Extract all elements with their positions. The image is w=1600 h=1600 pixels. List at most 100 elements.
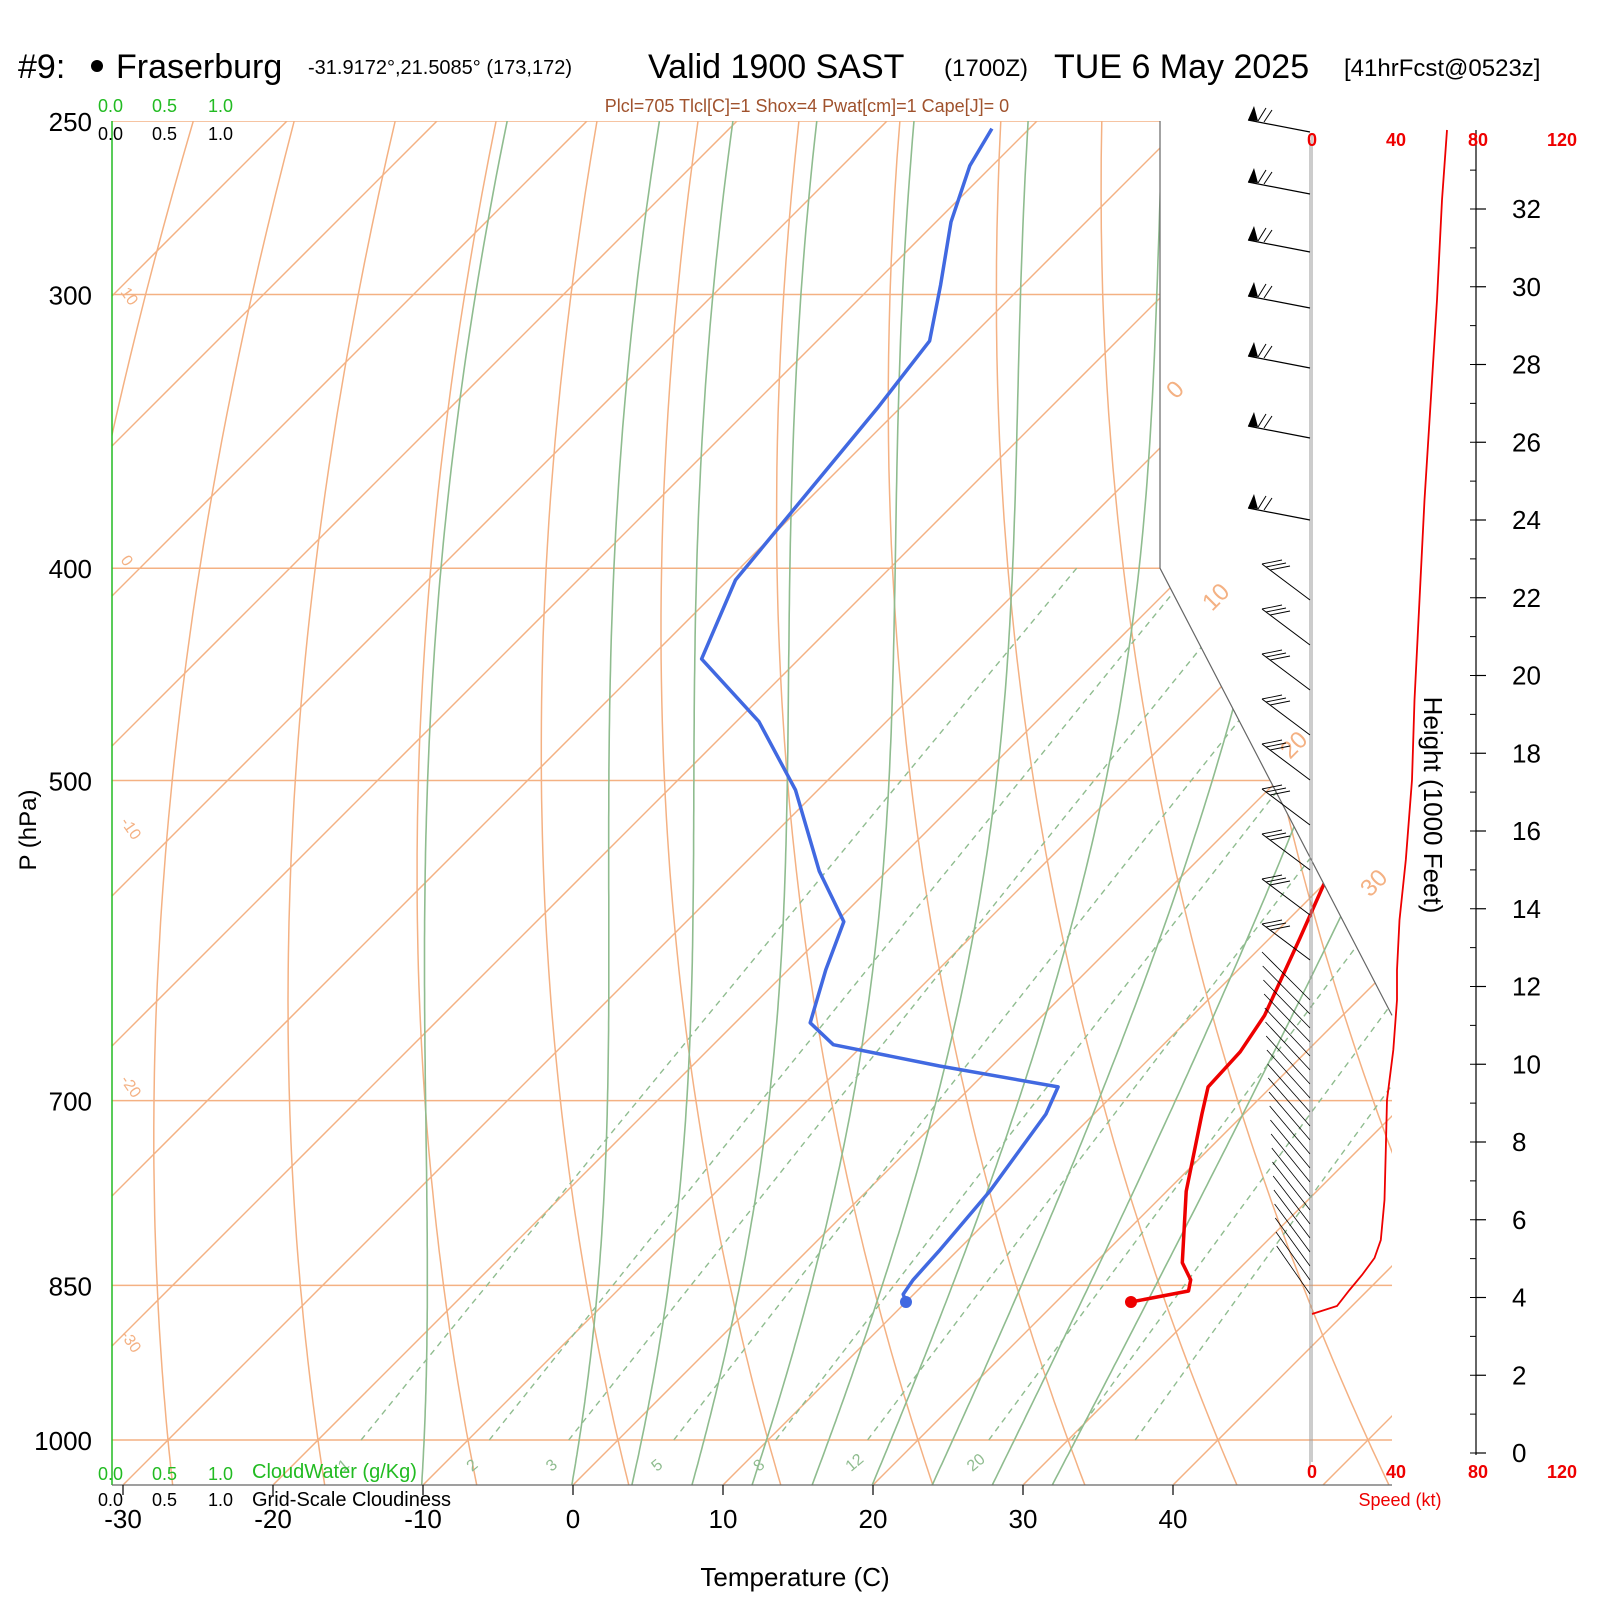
wind-barb bbox=[1261, 698, 1311, 736]
wind-feather bbox=[1265, 562, 1287, 568]
moist-adiabat-line bbox=[570, 121, 661, 1485]
pressure-tick-label: 250 bbox=[49, 107, 92, 137]
axis-ticks: -30 -20 -10 0 10 20 30 402503004005007008501000… bbox=[34, 107, 1541, 1534]
wind-feather bbox=[1261, 874, 1283, 880]
speed-tick-bottom-0: 0 bbox=[1307, 1462, 1317, 1482]
forecast-date: TUE 6 May 2025 bbox=[1054, 48, 1309, 86]
surface-dewpoint-marker bbox=[899, 1296, 912, 1309]
wind-feather bbox=[1261, 784, 1283, 790]
wind-feather bbox=[1261, 829, 1283, 835]
mixing-ratio-line bbox=[1071, 567, 1392, 1441]
isotherm-line bbox=[1022, 121, 1392, 1485]
isotherm-line bbox=[112, 121, 438, 1485]
wind-feather bbox=[1269, 565, 1291, 571]
stability-indices: Plcl=705 Tlcl[C]=1 Shox=4 Pwat[cm]=1 Cap… bbox=[605, 96, 1009, 116]
wind-barb bbox=[1261, 608, 1311, 646]
dewpoint-profile bbox=[699, 127, 1060, 1303]
height-tick-label: 14 bbox=[1512, 894, 1541, 924]
wind-barb bbox=[1261, 951, 1311, 1001]
wind-barb bbox=[1276, 1245, 1311, 1295]
wind-barb bbox=[1263, 979, 1311, 1029]
height-tick-label: 0 bbox=[1512, 1438, 1526, 1468]
wind-barb bbox=[1263, 993, 1311, 1043]
isotherm-line bbox=[112, 121, 1188, 1485]
speed-tick-top-120: 120 bbox=[1547, 130, 1577, 150]
wind-pennant-icon bbox=[1248, 494, 1258, 509]
station-marker-icon bbox=[91, 60, 103, 72]
height-tick-label: 8 bbox=[1512, 1127, 1526, 1157]
wind-pennant-icon bbox=[1248, 106, 1258, 121]
isotherm-label: -20 bbox=[117, 1073, 144, 1102]
height-tick-label: 18 bbox=[1512, 738, 1541, 768]
moist-adiabat-line bbox=[1050, 121, 1392, 1485]
wind-feather bbox=[1265, 787, 1287, 793]
mixing-ratio-line bbox=[775, 567, 1392, 1441]
wind-barb bbox=[1265, 1035, 1311, 1085]
pressure-tick-label: 850 bbox=[49, 1271, 92, 1301]
dry-adiabat-line bbox=[540, 121, 630, 1485]
wind-feather bbox=[1257, 107, 1267, 122]
height-tick-label: 2 bbox=[1512, 1360, 1526, 1390]
wind-feather bbox=[1269, 655, 1291, 661]
speed-tick-bottom-80: 80 bbox=[1468, 1462, 1488, 1482]
isotherm-line bbox=[112, 121, 288, 1485]
height-tick-label: 10 bbox=[1512, 1049, 1541, 1079]
moist-adiabat-line bbox=[990, 121, 1392, 1485]
mixing-ratio-line bbox=[568, 567, 1266, 1441]
height-tick-label: 26 bbox=[1512, 427, 1541, 457]
wind-barb bbox=[1268, 1091, 1311, 1141]
wind-feather bbox=[1269, 610, 1291, 616]
wind-pennant-icon bbox=[1248, 342, 1258, 357]
wind-feather bbox=[1261, 739, 1283, 745]
wind-feather bbox=[1269, 835, 1291, 841]
wind-feather bbox=[1257, 343, 1267, 358]
wind-feather bbox=[1261, 919, 1283, 925]
wind-feather bbox=[1263, 415, 1273, 429]
isotherm-line bbox=[112, 121, 1338, 1485]
speed-axis-label: Speed (kt) bbox=[1358, 1490, 1441, 1510]
mixing-ratio-line bbox=[988, 567, 1392, 1441]
wind-speed-line bbox=[1311, 129, 1448, 1315]
speed-tick-top-80: 80 bbox=[1468, 130, 1488, 150]
wind-barb bbox=[1269, 1105, 1311, 1155]
cloudwater-label: CloudWater (g/Kg) bbox=[252, 1461, 417, 1483]
dry-adiabat-line bbox=[287, 121, 406, 1485]
isotherm-line bbox=[112, 121, 1038, 1485]
mixing-ratio-label: 3 bbox=[543, 1456, 561, 1475]
station-coordinates: -31.9172°,21.5085° (173,172) bbox=[308, 57, 572, 79]
x-tick-label: 30 bbox=[1009, 1504, 1038, 1534]
cloudiness-scale-top-2: 1.0 bbox=[208, 124, 233, 144]
isotherm-line bbox=[1322, 121, 1392, 1485]
wind-feather bbox=[1265, 607, 1287, 613]
dry-adiabat-line bbox=[416, 121, 505, 1485]
wind-feather bbox=[1261, 604, 1283, 610]
temperature-profile bbox=[1130, 146, 1392, 1304]
right-boundary-line bbox=[1159, 121, 1393, 1016]
isotherm-line bbox=[272, 121, 1392, 1485]
cloudiness-scale-top-0: 0.0 bbox=[98, 124, 123, 144]
valid-time: Valid 1900 SAST bbox=[648, 48, 904, 86]
wind-barb bbox=[1272, 1161, 1311, 1211]
height-axis-title: Height (1000 Feet) bbox=[1418, 697, 1448, 914]
isotherm-line bbox=[112, 121, 588, 1485]
x-tick-label: -10 bbox=[404, 1504, 442, 1534]
y-axis-title: P (hPa) bbox=[15, 790, 42, 871]
sounding-profiles: 10 0 -10 -20 -30 bbox=[117, 127, 1392, 1357]
wind-feather bbox=[1265, 742, 1287, 748]
speed-tick-top-40: 40 bbox=[1386, 130, 1406, 150]
mixing-ratio-line bbox=[360, 567, 1078, 1441]
wind-feather bbox=[1261, 694, 1283, 700]
wind-barb bbox=[1247, 295, 1311, 309]
height-tick-label: 24 bbox=[1512, 505, 1541, 535]
wind-barb bbox=[1274, 1217, 1311, 1267]
moist-adiabat-line bbox=[870, 121, 1164, 1485]
wind-barb bbox=[1266, 1049, 1311, 1099]
isotherm-label: -30 bbox=[117, 1328, 144, 1357]
height-tick-label: 32 bbox=[1512, 194, 1541, 224]
wind-barb bbox=[1261, 833, 1311, 871]
height-tick-label: 6 bbox=[1512, 1205, 1526, 1235]
cloudiness-label: Grid-Scale Cloudiness bbox=[252, 1489, 451, 1511]
pressure-tick-label: 500 bbox=[49, 767, 92, 797]
